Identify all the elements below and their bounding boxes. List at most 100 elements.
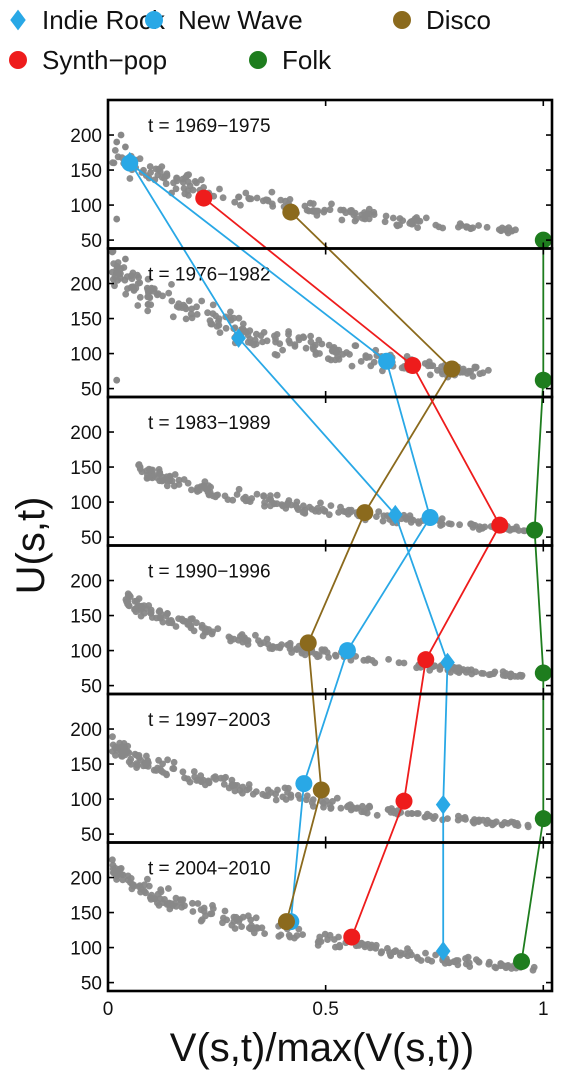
- trajectory-synth-pop: [203, 197, 501, 938]
- background-point: [125, 601, 132, 609]
- legend-marker-4: [9, 51, 27, 69]
- y-axis-label: U(s,t): [9, 497, 53, 595]
- background-point: [498, 224, 506, 232]
- background-point: [358, 211, 365, 219]
- background-point: [228, 776, 236, 784]
- background-point: [342, 508, 349, 516]
- legend-marker-1: [10, 9, 26, 31]
- background-point: [219, 194, 227, 202]
- trajectory-new-wave: [129, 162, 432, 922]
- background-point: [484, 816, 491, 824]
- marker-synth-pop-5: [395, 792, 413, 810]
- background-point: [351, 217, 359, 225]
- background-point: [273, 491, 281, 499]
- background-point: [438, 363, 445, 370]
- background-point: [327, 804, 335, 812]
- y-tick-label: 150: [70, 161, 102, 182]
- panel-5: t = 1997−2003: [109, 710, 532, 831]
- background-point: [200, 482, 208, 490]
- panel-frame-6: [106, 841, 554, 993]
- background-point: [117, 131, 125, 139]
- background-point: [404, 810, 412, 817]
- period-label: t = 1997−2003: [148, 710, 271, 731]
- background-point: [342, 209, 350, 217]
- background-point: [154, 290, 162, 297]
- background-point: [285, 337, 293, 344]
- background-point: [112, 870, 120, 878]
- background-point: [134, 280, 142, 287]
- background-point: [260, 492, 268, 500]
- legend-marker-2: [145, 11, 163, 29]
- background-point: [150, 766, 158, 774]
- background-point: [114, 263, 122, 271]
- background-point: [109, 856, 116, 864]
- background-point: [198, 297, 206, 305]
- background-point: [204, 309, 212, 317]
- background-point: [315, 336, 323, 344]
- background-point: [181, 303, 189, 311]
- background-point: [320, 803, 327, 811]
- background-point: [237, 632, 244, 640]
- background-point: [408, 951, 415, 959]
- background-point: [228, 921, 236, 929]
- background-point: [199, 776, 207, 784]
- background-point: [186, 778, 194, 786]
- background-point: [463, 223, 470, 231]
- background-point: [264, 197, 272, 205]
- background-point: [516, 671, 524, 679]
- y-tick-label: 50: [81, 231, 102, 252]
- background-point: [370, 358, 378, 366]
- marker-disco-6: [277, 913, 295, 931]
- background-point: [194, 776, 202, 784]
- background-point: [216, 185, 223, 193]
- background-point: [163, 771, 171, 779]
- x-tick-label: 0: [103, 999, 114, 1020]
- background-point: [299, 931, 306, 938]
- background-point: [402, 514, 410, 522]
- background-point: [165, 885, 172, 892]
- background-point: [147, 609, 155, 616]
- background-point: [114, 277, 122, 284]
- background-point: [259, 790, 267, 798]
- background-point: [491, 668, 499, 676]
- marker-indie-rock-6: [435, 941, 451, 961]
- background-point: [244, 912, 252, 920]
- background-point: [170, 758, 178, 766]
- background-point: [365, 655, 372, 663]
- background-point: [127, 875, 135, 882]
- background-point: [127, 272, 135, 280]
- x-tick-label: 1: [538, 999, 549, 1020]
- background-point: [407, 518, 415, 526]
- background-point: [206, 317, 214, 324]
- background-point: [300, 334, 308, 341]
- background-point: [194, 488, 201, 495]
- background-point: [303, 792, 311, 800]
- background-point: [209, 905, 217, 912]
- background-point: [287, 793, 295, 801]
- background-point: [322, 797, 330, 805]
- background-point: [171, 471, 179, 478]
- background-point: [336, 943, 344, 951]
- background-point: [351, 342, 359, 349]
- background-point: [227, 308, 234, 316]
- y-tick-label: 200: [70, 720, 102, 741]
- background-point: [301, 510, 309, 517]
- background-point: [286, 196, 294, 203]
- period-label: t = 1983−1989: [148, 413, 271, 434]
- background-point: [507, 227, 515, 234]
- marker-indie-rock-2: [231, 328, 246, 348]
- background-point: [389, 214, 397, 222]
- marker-indie-rock-5: [435, 794, 451, 815]
- y-tick-label: 200: [70, 126, 102, 147]
- background-point: [113, 215, 121, 223]
- marker-folk-2: [534, 371, 552, 389]
- background-point: [335, 355, 343, 363]
- legend-marker-3: [393, 11, 411, 29]
- background-point: [437, 522, 444, 529]
- background-point: [382, 212, 390, 220]
- background-point: [198, 624, 206, 631]
- background-point: [130, 882, 138, 890]
- background-point: [194, 900, 202, 907]
- background-point: [173, 177, 181, 185]
- background-point: [172, 894, 180, 902]
